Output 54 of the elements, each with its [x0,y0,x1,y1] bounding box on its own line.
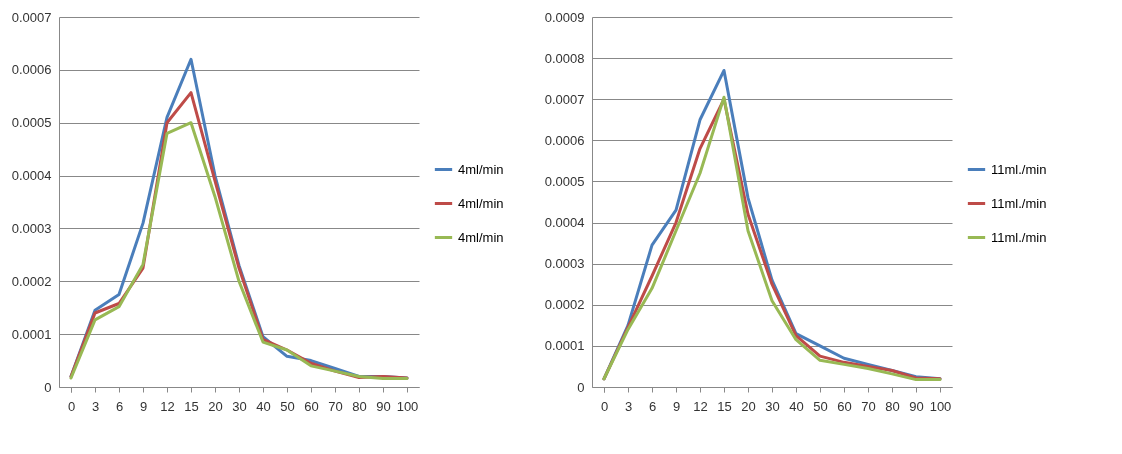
x-tick-label: 40 [789,398,804,414]
legend-label: 11ml./min [991,195,1047,211]
y-tick-label: 0.0005 [544,173,585,189]
y-tick-label: 0.0002 [11,273,52,289]
x-tick-label: 20 [208,398,223,414]
x-tick-label: 3 [624,398,633,414]
legend-label: 4ml/min [458,195,504,211]
x-tick-label: 6 [115,398,124,414]
legend-label: 4ml/min [458,229,504,245]
y-tick-label: 0.0001 [11,326,52,342]
legend-label: 11ml./min [991,229,1047,245]
y-tick-label: 0.0004 [11,168,52,184]
x-tick-label: 9 [139,398,148,414]
x-tick-label: 6 [648,398,657,414]
y-tick-label: 0.0006 [544,132,585,148]
x-tick-label: 70 [861,398,876,414]
x-tick-label: 80 [352,398,367,414]
x-tick-label: 60 [304,398,319,414]
y-tick-label: 0.0004 [544,215,585,231]
x-tick-label: 3 [91,398,100,414]
x-tick-label: 30 [765,398,780,414]
y-tick-label: 0.0001 [544,338,585,354]
x-tick-label: 100 [396,398,419,414]
x-tick-label: 9 [672,398,681,414]
x-tick-label: 70 [328,398,343,414]
x-tick-label: 0 [600,398,609,414]
x-tick-label: 60 [837,398,852,414]
y-tick-label: 0.0006 [11,62,52,78]
y-tick-label: 0 [44,379,52,395]
y-tick-label: 0.0009 [544,9,585,25]
y-tick-label: 0.0007 [11,9,52,25]
x-tick-label: 20 [741,398,756,414]
legend-label: 4ml/min [458,161,504,177]
x-tick-label: 90 [909,398,924,414]
y-tick-label: 0.0003 [11,220,52,236]
legend-label: 11ml./min [991,161,1047,177]
x-tick-label: 90 [376,398,391,414]
x-tick-label: 100 [929,398,952,414]
x-tick-label: 12 [160,398,175,414]
y-tick-label: 0.0007 [544,91,585,107]
x-tick-label: 50 [280,398,295,414]
x-tick-label: 50 [813,398,828,414]
y-tick-label: 0.0008 [544,50,585,66]
x-tick-label: 15 [717,398,732,414]
x-tick-label: 0 [67,398,76,414]
y-tick-label: 0.0005 [11,115,52,131]
y-tick-label: 0.0003 [544,256,585,272]
x-tick-label: 12 [693,398,708,414]
x-tick-label: 80 [885,398,900,414]
y-tick-label: 0.0002 [544,297,585,313]
x-tick-label: 40 [256,398,271,414]
x-tick-label: 30 [232,398,247,414]
y-tick-label: 0 [577,379,585,395]
x-tick-label: 15 [184,398,199,414]
